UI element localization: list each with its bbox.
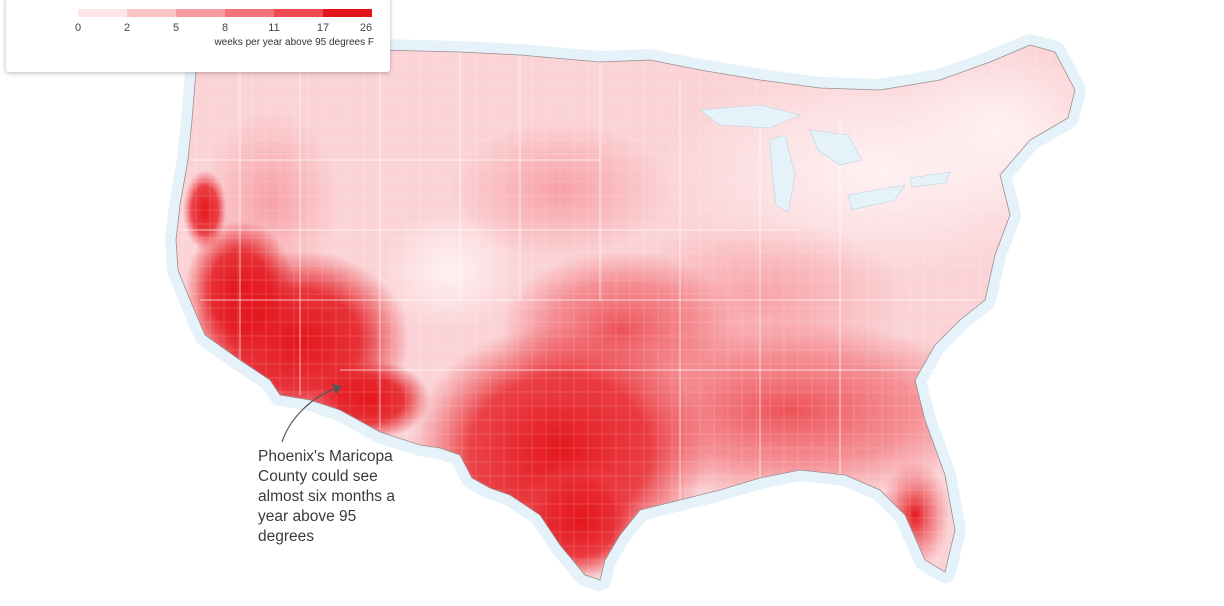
- legend-swatch: [323, 9, 372, 17]
- annotation-arrowhead: [332, 384, 342, 394]
- legend-swatch: [274, 9, 323, 17]
- legend-scale: [78, 9, 372, 17]
- legend-swatch: [176, 9, 225, 17]
- annotation-line: County could see: [258, 468, 378, 485]
- annotation-line: Phoenix's Maricopa: [258, 448, 393, 465]
- state-borders: [180, 50, 980, 500]
- us-outline: [175, 44, 1076, 581]
- legend-caption: weeks per year above 95 degrees F: [214, 37, 374, 48]
- legend-tick-label: 26: [359, 22, 373, 34]
- legend-tick-label: 11: [268, 22, 280, 34]
- great-lakes: [699, 104, 951, 213]
- annotation-line: almost six months a: [258, 488, 395, 505]
- legend: 0 2 5 8 11 17 26 weeks per year above 95…: [6, 0, 390, 72]
- annotation-arrow: [281, 387, 339, 443]
- legend-tick-label: 5: [172, 22, 180, 34]
- heat-layer: [176, 45, 1075, 580]
- legend-swatch: [127, 9, 176, 17]
- legend-tick-label: 8: [221, 22, 229, 34]
- legend-tick-label: 17: [316, 22, 330, 34]
- annotation-line: degrees: [258, 528, 315, 545]
- legend-tick-label: 0: [74, 22, 82, 34]
- annotation-line: year above 95: [258, 508, 357, 525]
- legend-tick-label: 2: [123, 22, 131, 34]
- legend-swatch: [225, 9, 274, 17]
- phoenix-annotation: Phoenix's Maricopa County could see almo…: [258, 447, 428, 547]
- legend-swatch: [78, 9, 127, 17]
